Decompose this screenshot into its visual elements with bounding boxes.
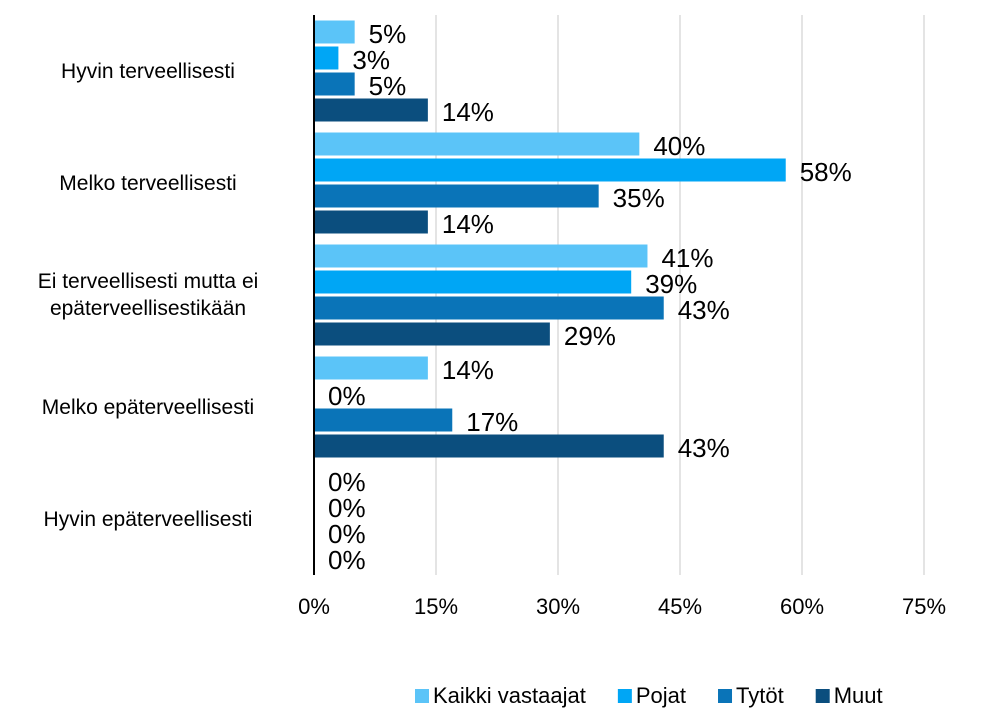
x-tick-label: 15% bbox=[414, 594, 458, 619]
value-label: 0% bbox=[328, 545, 366, 575]
bar bbox=[314, 434, 664, 458]
category-label: Hyvin terveellisesti bbox=[61, 59, 235, 83]
category-label: Melko epäterveellisesti bbox=[41, 395, 255, 419]
value-label: 5% bbox=[369, 19, 407, 49]
legend-label: Muut bbox=[834, 683, 883, 708]
bar bbox=[314, 98, 428, 122]
value-label: 17% bbox=[466, 407, 518, 437]
bar bbox=[314, 158, 786, 182]
legend-swatch bbox=[617, 689, 632, 703]
legend-swatch bbox=[815, 689, 830, 703]
value-label: 3% bbox=[352, 45, 390, 75]
value-label: 0% bbox=[328, 467, 366, 497]
value-label: 43% bbox=[678, 433, 730, 463]
x-tick-label: 45% bbox=[658, 594, 702, 619]
x-tick-label: 30% bbox=[536, 594, 580, 619]
category-label: Hyvin epäterveellisesti bbox=[43, 507, 253, 531]
value-label: 40% bbox=[653, 131, 705, 161]
value-label: 14% bbox=[442, 355, 494, 385]
legend-label: Pojat bbox=[636, 683, 686, 708]
value-label: 0% bbox=[328, 381, 366, 411]
x-tick-label: 60% bbox=[780, 594, 824, 619]
legend-swatch bbox=[415, 689, 429, 703]
category-label: Melko terveellisesti bbox=[59, 171, 237, 195]
bar bbox=[314, 408, 453, 432]
bar bbox=[314, 270, 632, 294]
value-label: 39% bbox=[645, 269, 697, 299]
legend-label: Tytöt bbox=[736, 683, 784, 708]
legend-swatch bbox=[718, 689, 733, 703]
bar bbox=[314, 184, 599, 208]
bar bbox=[314, 132, 640, 156]
category-label: Ei terveellisesti mutta ei epäterveellis… bbox=[37, 270, 259, 320]
bar bbox=[314, 72, 355, 96]
value-label: 0% bbox=[328, 493, 366, 523]
bar bbox=[314, 210, 428, 234]
bar bbox=[314, 20, 355, 44]
value-label: 43% bbox=[678, 295, 730, 325]
value-label: 58% bbox=[800, 157, 852, 187]
value-label: 35% bbox=[613, 183, 665, 213]
value-label: 5% bbox=[369, 71, 407, 101]
legend-label: Kaikki vastaajat bbox=[433, 683, 586, 708]
bar bbox=[314, 46, 339, 70]
value-label: 14% bbox=[442, 209, 494, 239]
x-tick-label: 75% bbox=[902, 594, 946, 619]
bar bbox=[314, 322, 550, 346]
value-label: 0% bbox=[328, 519, 366, 549]
bar bbox=[314, 356, 428, 380]
x-tick-label: 0% bbox=[298, 594, 330, 619]
value-label: 29% bbox=[564, 321, 616, 351]
value-label: 41% bbox=[661, 243, 713, 273]
value-label: 14% bbox=[442, 97, 494, 127]
bar bbox=[314, 244, 648, 268]
bar bbox=[314, 296, 664, 320]
